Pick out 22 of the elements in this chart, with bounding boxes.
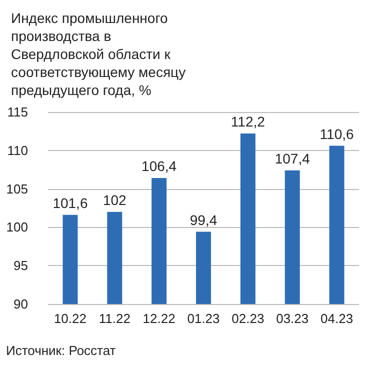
x-tick-label: 11.22 bbox=[98, 311, 130, 326]
data-label: 102 bbox=[102, 192, 127, 208]
x-tick-label: 01.23 bbox=[187, 311, 220, 326]
data-label: 107,4 bbox=[274, 150, 310, 166]
data-label: 112,2 bbox=[230, 114, 266, 130]
text: Источник: Росстат bbox=[6, 343, 116, 358]
y-tick-label: 115 bbox=[7, 104, 28, 120]
x-tick-label: 02.23 bbox=[232, 311, 264, 326]
data-label: 106,4 bbox=[142, 158, 177, 174]
x-tick-label: 03.23 bbox=[276, 311, 309, 326]
x-tick-label: 10.22 bbox=[54, 311, 86, 326]
data-label: 101,6 bbox=[52, 194, 88, 211]
data-label: 110,6 bbox=[320, 126, 354, 142]
chart-title: Индекс промышленного производства в Свердловской области к соответствующему месяцу предыдущего года, % bbox=[11, 10, 190, 98]
y-tick-label: 105 bbox=[6, 181, 28, 196]
data-label: 99,4 bbox=[190, 212, 218, 228]
y-tick-label: 95 bbox=[14, 258, 28, 274]
y-tick-label: 100 bbox=[6, 220, 28, 235]
x-tick-label: 04.23 bbox=[320, 311, 354, 326]
x-tick-label: 12.22 bbox=[142, 311, 176, 326]
y-tick-label: 110 bbox=[7, 142, 28, 158]
y-tick-label: 90 bbox=[14, 296, 28, 312]
